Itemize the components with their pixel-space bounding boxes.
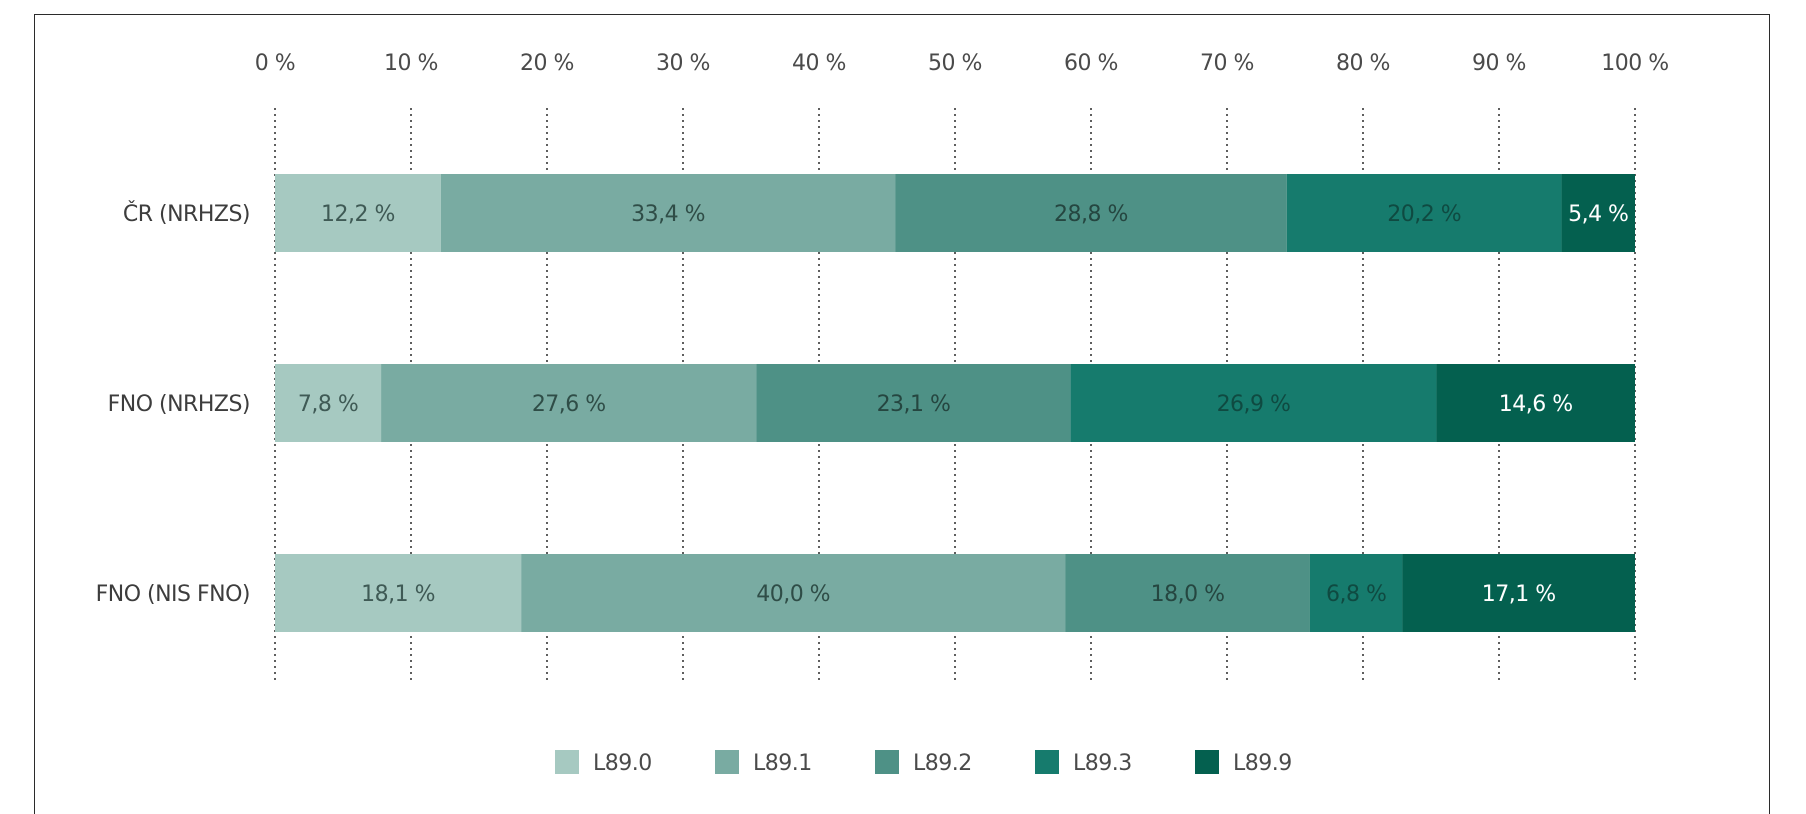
legend-label: L89.1: [753, 751, 812, 776]
data-label: 12,2 %: [321, 202, 395, 227]
bar-segment-L89.9: [1402, 554, 1635, 632]
data-label: 5,4 %: [1568, 202, 1628, 227]
legend-swatch-L89.0: [555, 750, 579, 774]
bar-segment-L89.0: [275, 364, 382, 442]
category-label: FNO (NRHZS): [108, 392, 250, 417]
x-tick-label: 90 %: [1472, 51, 1526, 76]
bar-segment-L89.3: [1070, 364, 1437, 442]
x-tick-label: 20 %: [520, 51, 574, 76]
legend-label: L89.0: [593, 751, 652, 776]
bar-segment-L89.9: [1436, 364, 1635, 442]
data-label: 18,0 %: [1151, 582, 1225, 607]
data-label: 27,6 %: [532, 392, 606, 417]
data-label: 6,8 %: [1326, 582, 1386, 607]
legend-label: L89.3: [1073, 751, 1132, 776]
legend-swatch-L89.3: [1035, 750, 1059, 774]
bar-segment-L89.1: [381, 364, 757, 442]
bar-segment-L89.0: [275, 554, 522, 632]
x-tick-label: 70 %: [1200, 51, 1254, 76]
x-tick-label: 10 %: [384, 51, 438, 76]
bar-segment-L89.1: [521, 554, 1066, 632]
data-label: 20,2 %: [1387, 202, 1461, 227]
data-label: 33,4 %: [631, 202, 705, 227]
data-label: 17,1 %: [1482, 582, 1556, 607]
data-label: 7,8 %: [298, 392, 358, 417]
bar-segment-L89.3: [1286, 174, 1562, 252]
bar-segment-L89.9: [1561, 174, 1635, 252]
data-label: 28,8 %: [1054, 202, 1128, 227]
x-tick-label: 50 %: [928, 51, 982, 76]
data-label: 23,1 %: [877, 392, 951, 417]
bar-segment-L89.3: [1309, 554, 1403, 632]
legend-swatch-L89.9: [1195, 750, 1219, 774]
bar-segment-L89.0: [275, 174, 441, 252]
bar-segment-L89.2: [1065, 554, 1310, 632]
bar-segment-L89.2: [756, 364, 1071, 442]
x-tick-label: 80 %: [1336, 51, 1390, 76]
bar-segment-L89.2: [895, 174, 1287, 252]
x-tick-label: 0 %: [255, 51, 295, 76]
data-label: 26,9 %: [1217, 392, 1291, 417]
data-label: 14,6 %: [1499, 392, 1573, 417]
x-tick-label: 60 %: [1064, 51, 1118, 76]
legend-swatch-L89.1: [715, 750, 739, 774]
x-tick-label: 100 %: [1601, 51, 1668, 76]
legend-label: L89.9: [1233, 751, 1292, 776]
legend-label: L89.2: [913, 751, 972, 776]
legend-swatch-L89.2: [875, 750, 899, 774]
x-tick-label: 30 %: [656, 51, 710, 76]
category-label: FNO (NIS FNO): [96, 582, 250, 607]
chart-frame: [34, 14, 1770, 814]
data-label: 18,1 %: [361, 582, 435, 607]
x-tick-label: 40 %: [792, 51, 846, 76]
data-label: 40,0 %: [756, 582, 830, 607]
bar-segment-L89.1: [440, 174, 896, 252]
category-label: ČR (NRHZS): [123, 201, 250, 227]
